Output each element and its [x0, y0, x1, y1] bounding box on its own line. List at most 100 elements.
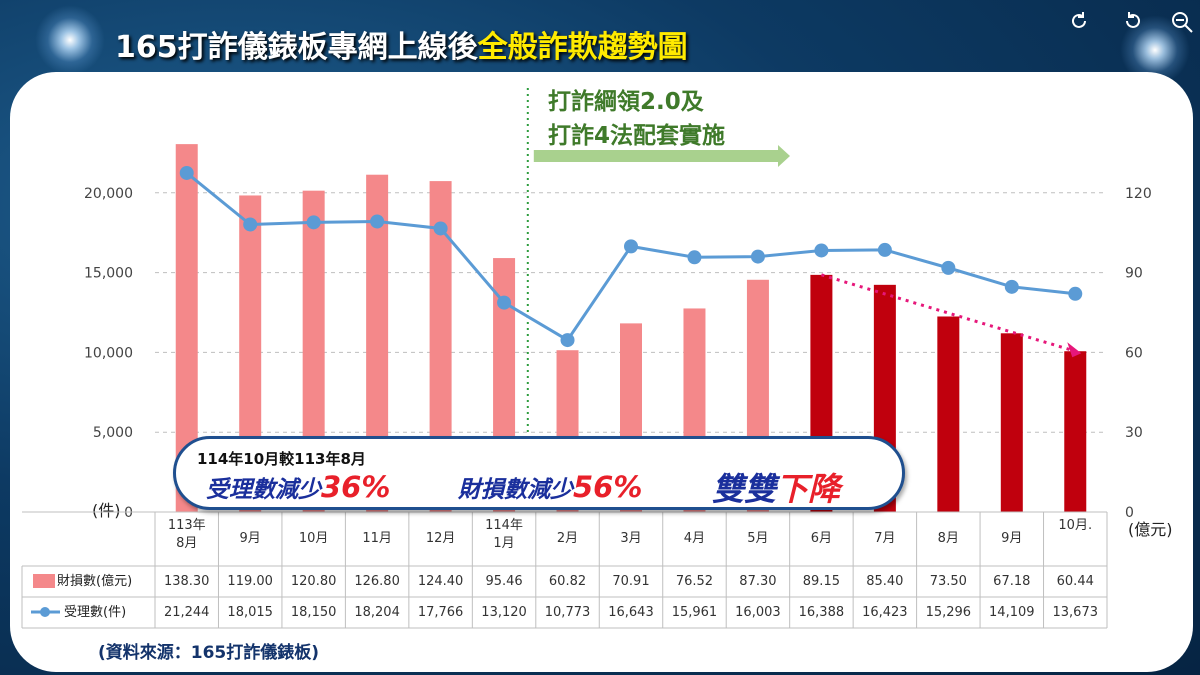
- line-value-cell: 14,109: [989, 605, 1035, 620]
- policy-arrow: [533, 145, 790, 167]
- page-title: 165打詐儀錶板專網上線後全般詐欺趨勢圖: [115, 22, 688, 66]
- callout-loss-pct: 56%: [573, 470, 643, 504]
- light-flare: [35, 5, 105, 75]
- y-right-tick: 60: [1125, 345, 1143, 361]
- bar-value-cell: 87.30: [739, 574, 777, 589]
- title-main: 165打詐儀錶板專網上線後: [115, 30, 478, 65]
- point-受理數(件): [243, 217, 258, 232]
- legend-line-label: 受理數(件): [64, 605, 127, 620]
- reload-icon[interactable]: [1068, 10, 1090, 38]
- callout-loss: 財損數減少56%: [458, 470, 642, 504]
- callout-conclusion-text: 雙雙: [712, 470, 777, 508]
- bar-value-cell: 119.00: [227, 574, 273, 589]
- x-tick-label: 114年1月: [485, 518, 523, 551]
- x-tick-label: 113年8月: [167, 518, 206, 551]
- y-right-tick: 0: [1125, 505, 1134, 521]
- line-value-cell: 18,150: [290, 605, 337, 620]
- line-value-cell: 17,766: [417, 605, 464, 620]
- point-受理數(件): [497, 295, 512, 310]
- callout-cases-pct: 36%: [321, 470, 391, 504]
- callout-loss-text: 財損數減少: [458, 477, 573, 503]
- line-value-cell: 13,673: [1052, 605, 1099, 620]
- y-right-tick: 90: [1125, 266, 1143, 282]
- zoom-out-icon[interactable]: [1170, 10, 1196, 40]
- line-value-cell: 16,003: [735, 605, 781, 620]
- x-tick-label: 12月: [425, 531, 456, 546]
- title-highlight: 全般詐欺趨勢圖: [477, 30, 688, 65]
- bar-value-cell: 60.44: [1056, 574, 1094, 589]
- bar-value-cell: 67.18: [993, 574, 1031, 589]
- point-受理數(件): [306, 215, 321, 230]
- bar-value-cell: 120.80: [290, 574, 337, 589]
- bar-value-cell: 76.52: [675, 574, 714, 589]
- line-value-cell: 18,204: [354, 605, 400, 620]
- bar-財損數(億元): [366, 174, 389, 512]
- x-tick-label: 5月: [747, 531, 769, 546]
- legend-line-key-marker: [40, 607, 50, 617]
- x-tick-label: 6月: [810, 531, 833, 546]
- point-受理數(件): [877, 242, 892, 257]
- line-value-cell: 15,961: [671, 605, 718, 620]
- bar-財損數(億元): [1000, 333, 1023, 512]
- line-value-cell: 21,244: [163, 605, 210, 620]
- line-value-cell: 18,015: [227, 605, 273, 620]
- x-tick-label: 2月: [556, 531, 579, 546]
- point-受理數(件): [179, 165, 194, 180]
- bar-value-cell: 89.15: [802, 574, 840, 589]
- bar-value-cell: 73.50: [929, 574, 967, 589]
- bar-value-cell: 95.46: [485, 574, 523, 589]
- point-受理數(件): [687, 250, 702, 265]
- point-受理數(件): [433, 221, 448, 236]
- callout-conclusion-red: 下降: [776, 470, 841, 508]
- y-left-tick: 15,000: [84, 266, 133, 282]
- line-value-cell: 10,773: [544, 605, 591, 620]
- x-tick-label: 9月: [1001, 531, 1023, 546]
- bar-value-cell: 60.82: [548, 574, 587, 589]
- bar-財損數(億元): [302, 190, 325, 512]
- x-tick-label: 4月: [683, 531, 706, 546]
- bar-財損數(億元): [429, 181, 452, 512]
- point-受理數(件): [370, 214, 385, 229]
- y-right-unit: (億元): [1128, 520, 1173, 539]
- callout-cases: 受理數減少36%: [206, 470, 390, 504]
- undo-icon[interactable]: [1122, 10, 1144, 38]
- bar-財損數(億元): [239, 195, 262, 512]
- y-right-tick: 30: [1125, 425, 1143, 441]
- bar-財損數(億元): [1064, 351, 1087, 512]
- annotation-line-1: 打詐綱領2.0及: [548, 89, 704, 115]
- bar-value-cell: 70.91: [612, 574, 650, 589]
- line-value-cell: 16,388: [798, 605, 845, 620]
- y-left-tick: 0: [124, 505, 133, 521]
- legend-bar-key: [33, 574, 55, 588]
- x-tick-label: 10月: [298, 531, 329, 546]
- line-value-cell: 13,120: [481, 605, 527, 620]
- callout-cases-text: 受理數減少: [206, 477, 321, 503]
- x-tick-label: 10月.: [1058, 518, 1093, 533]
- chart-panel: [10, 72, 1193, 672]
- point-受理數(件): [624, 239, 638, 254]
- point-受理數(件): [560, 333, 575, 348]
- point-受理數(件): [941, 260, 956, 275]
- bar-value-cell: 124.40: [417, 574, 464, 589]
- bar-財損數(億元): [175, 144, 198, 512]
- bar-財損數(億元): [937, 316, 960, 512]
- summary-callout: [173, 436, 905, 510]
- annotation-line-2: 打詐4法配套實施: [548, 123, 726, 149]
- y-left-unit: (件): [92, 501, 121, 520]
- legend-bar-label: 財損數(億元): [57, 574, 133, 589]
- point-受理數(件): [750, 249, 765, 264]
- callout-conclusion: 雙雙下降: [712, 464, 840, 510]
- point-受理數(件): [1068, 286, 1083, 301]
- source-footnote: (資料來源：165打詐儀錶板): [98, 643, 320, 663]
- x-tick-label: 11月: [362, 531, 392, 546]
- point-受理數(件): [1004, 279, 1019, 294]
- y-left-tick: 5,000: [93, 425, 133, 441]
- callout-top: 114年10月較113年8月: [197, 450, 366, 468]
- x-tick-label: 3月: [620, 531, 642, 546]
- bar-value-cell: 126.80: [354, 574, 400, 589]
- y-right-tick: 120: [1125, 186, 1152, 202]
- line-value-cell: 16,423: [862, 605, 908, 620]
- x-tick-label: 8月: [937, 531, 959, 546]
- bar-value-cell: 85.40: [866, 574, 904, 589]
- point-受理數(件): [814, 243, 829, 258]
